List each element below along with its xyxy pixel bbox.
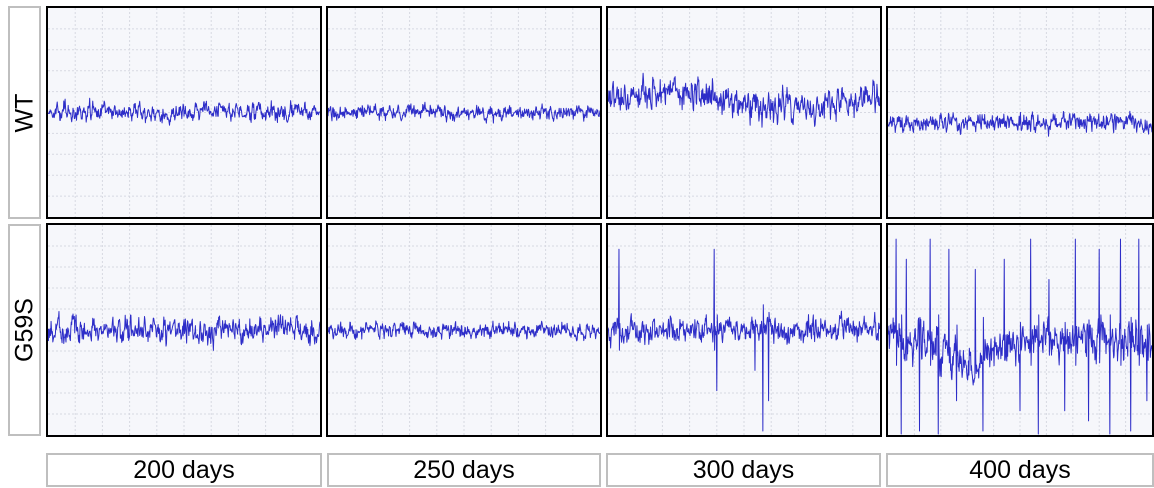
panel-g59s-250-days [326,223,602,437]
panel-wt-250-days [326,6,602,219]
panel-wt-200-days [46,6,322,219]
signal-trace-g59s-300 [608,248,880,432]
column-label-200-days-text: 200 days [133,455,235,484]
trace-plot-g59s-200 [48,225,320,435]
row-label-g59s-text: G59S [10,298,38,362]
row-label-wt-text: WT [10,93,38,132]
signal-trace-g59s-250 [328,320,600,342]
trace-plot-wt-300 [608,8,880,217]
signal-trace-wt-250 [328,101,600,124]
row-label-wt: WT [8,6,41,219]
signal-trace-g59s-400 [888,238,1152,435]
column-label-400-days-text: 400 days [969,455,1071,484]
trace-plot-g59s-300 [608,225,880,435]
column-label-250-days-text: 250 days [413,455,515,484]
signal-trace-g59s-200 [48,311,320,351]
trace-plot-wt-200 [48,8,320,217]
panel-wt-400-days [886,6,1154,219]
row-label-g59s: G59S [8,224,41,436]
trace-plot-wt-400 [888,8,1152,217]
panel-g59s-200-days [46,223,322,437]
panel-wt-300-days [606,6,882,219]
column-label-300-days-text: 300 days [692,455,795,484]
column-label-300-days: 300 days [606,453,881,487]
signal-trace-wt-300 [608,72,880,128]
column-label-250-days: 250 days [327,453,601,487]
trace-plot-g59s-250 [328,225,600,435]
trace-plot-wt-250 [328,8,600,217]
signal-trace-wt-400 [888,110,1152,137]
signal-trace-wt-200 [48,97,320,126]
panel-g59s-300-days [606,223,882,437]
column-label-200-days: 200 days [46,453,322,487]
column-label-400-days: 400 days [886,453,1154,487]
panel-g59s-400-days [886,223,1154,437]
trace-plot-g59s-400 [888,225,1152,435]
